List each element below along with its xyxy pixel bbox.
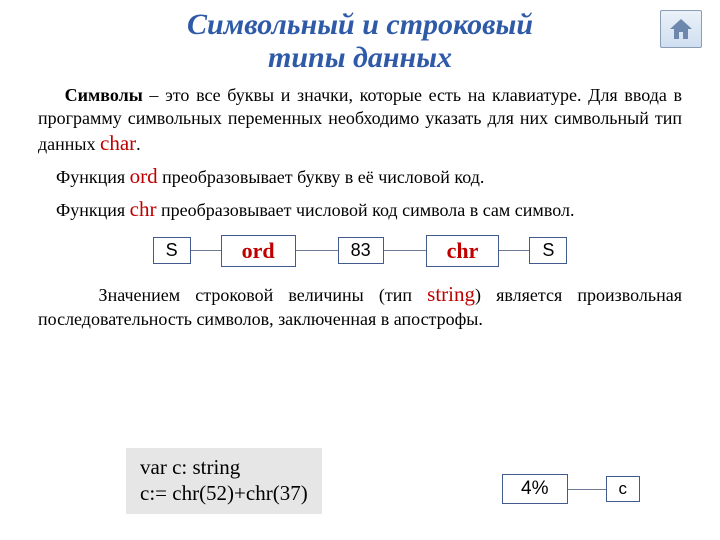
paragraph-1: Символы – это все буквы и значки, которы…	[0, 84, 720, 157]
page-title: Символьный и строковый типы данных	[0, 0, 720, 74]
p2-pre: Функция	[56, 167, 130, 187]
result-line	[568, 489, 606, 490]
diagram-node-83: 83	[338, 237, 384, 264]
diagram-result: 4% c	[502, 474, 640, 504]
diagram-line-4	[499, 250, 529, 251]
title-line-2: типы данных	[0, 41, 720, 74]
paragraph-4: Значением строковой величины (тип string…	[0, 281, 720, 331]
p1-lead: Символы	[65, 85, 143, 105]
p4-kw: string	[427, 282, 475, 306]
result-value-node: 4%	[502, 474, 567, 504]
diagram-node-ord: ord	[221, 235, 296, 267]
paragraph-3: Функция chr преобразовывает числовой код…	[0, 196, 720, 223]
p3-kw: chr	[130, 197, 157, 221]
diagram-line-1	[191, 250, 221, 251]
p3-pre: Функция	[56, 200, 130, 220]
p3-post: преобразовывает числовой код символа в с…	[156, 200, 574, 220]
paragraph-2: Функция ord преобразовывает букву в её ч…	[0, 163, 720, 190]
code-line-1: var c: string	[140, 454, 308, 480]
p2-post: преобразовывает букву в её числовой код.	[158, 167, 485, 187]
diagram-node-s-right: S	[529, 237, 567, 264]
home-button[interactable]	[660, 10, 702, 48]
home-icon	[668, 17, 694, 41]
diagram-node-s-left: S	[153, 237, 191, 264]
code-line-2: c:= chr(52)+chr(37)	[140, 480, 308, 506]
p4-pre: Значением строковой величины (тип	[99, 285, 428, 305]
p1-kw: char	[100, 131, 136, 155]
diagram-main: S ord 83 chr S	[0, 235, 720, 267]
result-var-node: c	[606, 476, 641, 502]
diagram-line-2	[296, 250, 338, 251]
p2-kw: ord	[130, 164, 158, 188]
diagram-line-3	[384, 250, 426, 251]
title-line-1: Символьный и строковый	[0, 8, 720, 41]
diagram-node-chr: chr	[426, 235, 500, 267]
p1-tail: .	[136, 134, 141, 154]
code-block: var c: string c:= chr(52)+chr(37)	[126, 448, 322, 515]
